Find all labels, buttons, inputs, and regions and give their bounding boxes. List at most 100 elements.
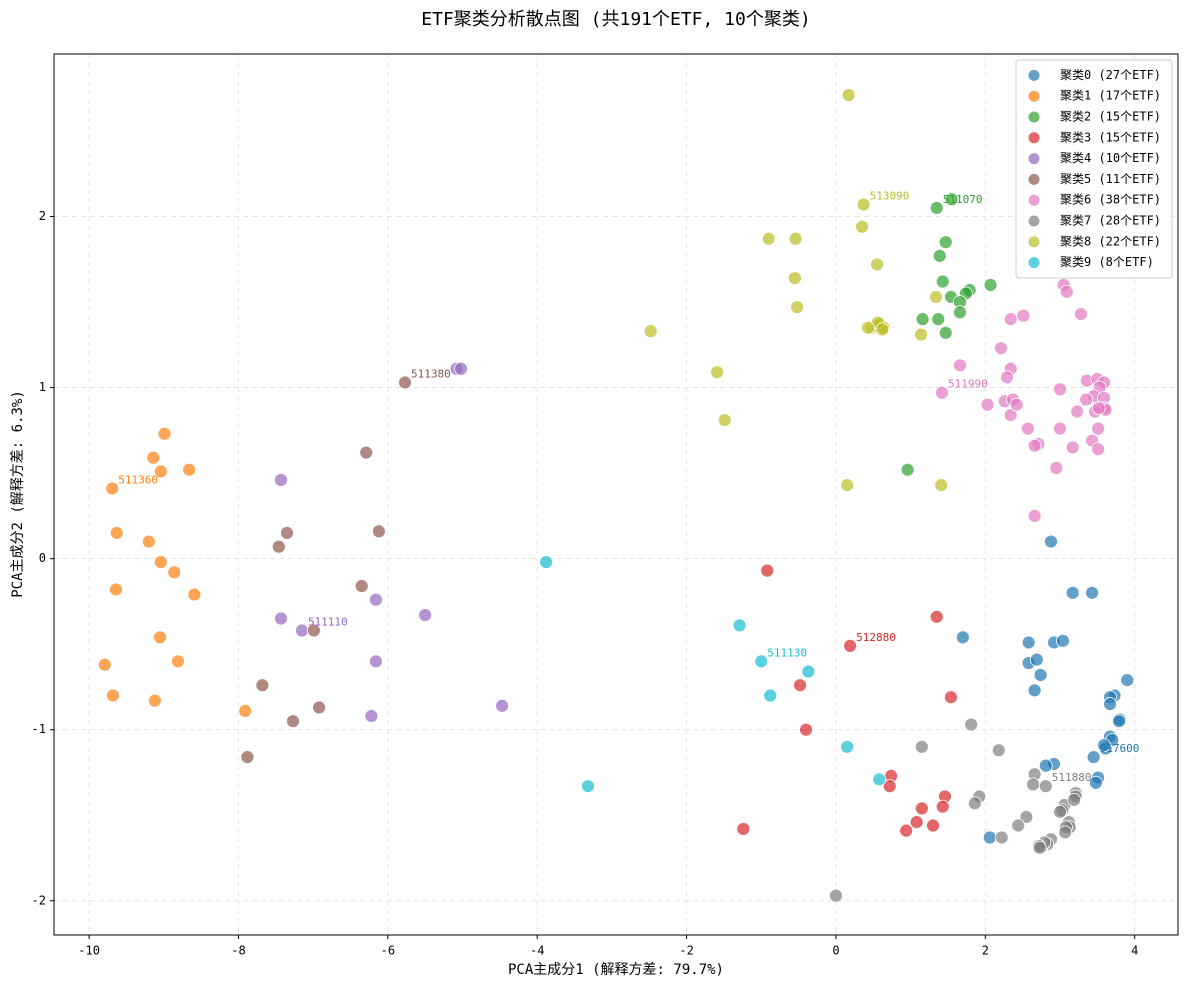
chart-title: ETF聚类分析散点图 (共191个ETF, 10个聚类) [421, 9, 810, 30]
point [141, 534, 156, 549]
point [1074, 307, 1088, 321]
point [153, 555, 168, 569]
legend-marker [1027, 172, 1041, 186]
point [539, 555, 554, 569]
point [643, 324, 658, 339]
legend-marker [1027, 193, 1041, 207]
point [495, 698, 510, 713]
point [1003, 408, 1018, 422]
point [271, 539, 286, 554]
point [929, 290, 943, 304]
x-tick-label: 0 [832, 944, 839, 958]
point [799, 722, 813, 737]
point-annotation: 511110 [308, 615, 348, 628]
point [953, 358, 967, 373]
point [909, 815, 924, 829]
point [581, 779, 595, 794]
point [1056, 633, 1070, 648]
point [182, 462, 197, 477]
point [255, 678, 270, 693]
x-tick-label: -4 [530, 944, 544, 958]
point [371, 524, 386, 539]
point-annotation: 511880 [1052, 771, 1092, 784]
point [870, 257, 884, 272]
point [1086, 750, 1101, 764]
point [1085, 585, 1100, 600]
x-tick-label: 4 [1131, 944, 1138, 958]
point [286, 714, 300, 729]
x-axis-label: PCA主成分1 (解释方差: 79.7%) [508, 962, 724, 978]
point-annotation: 511380 [411, 367, 451, 380]
point [274, 611, 288, 626]
point [1053, 382, 1067, 397]
y-axis-label: PCA主成分2 (解释方差: 6.3%) [10, 390, 26, 598]
point [914, 801, 929, 816]
point [1091, 421, 1105, 436]
legend-label: 聚类0 (27个ETF) [1060, 68, 1161, 82]
point [788, 231, 803, 246]
point [364, 709, 379, 723]
legend-marker [1027, 235, 1041, 249]
point [982, 830, 997, 845]
point [1079, 392, 1094, 407]
legend-label: 聚类7 (28个ETF) [1060, 214, 1161, 228]
point [964, 717, 979, 732]
point [953, 305, 967, 320]
point [801, 664, 816, 679]
point [1033, 668, 1048, 682]
point [882, 779, 897, 794]
point [1103, 697, 1117, 711]
point [1019, 810, 1034, 824]
point [157, 426, 172, 441]
point [1038, 779, 1053, 794]
point [956, 630, 970, 645]
point [1058, 825, 1073, 840]
point [932, 248, 947, 263]
point [899, 823, 914, 838]
point [938, 235, 953, 250]
point [1038, 758, 1053, 773]
legend-label: 聚类3 (15个ETF) [1060, 130, 1161, 144]
point [1009, 397, 1024, 412]
point [944, 192, 959, 207]
point [109, 526, 124, 540]
point-annotation: 511130 [767, 646, 807, 659]
legend-box [1015, 59, 1173, 279]
point [1053, 804, 1067, 819]
point [931, 312, 946, 327]
point [146, 450, 161, 465]
legend-marker [1027, 68, 1041, 82]
x-tick-label: -2 [679, 944, 693, 958]
point [736, 822, 751, 836]
point [929, 201, 944, 215]
point [855, 219, 869, 234]
point [368, 654, 383, 669]
x-tick-label: -10 [78, 944, 100, 958]
point [875, 322, 890, 337]
y-tick-label: -1 [32, 722, 46, 736]
point [790, 300, 805, 315]
point [274, 473, 288, 487]
legend-label: 聚类6 (38个ETF) [1060, 193, 1161, 207]
point [106, 688, 120, 703]
point [980, 397, 995, 412]
point [1027, 508, 1042, 523]
point [938, 325, 953, 340]
point [368, 592, 383, 607]
point [1016, 308, 1031, 323]
point [1027, 438, 1042, 453]
legend-marker [1027, 110, 1041, 124]
y-tick-label: 0 [39, 551, 46, 565]
point [994, 830, 1009, 845]
point [1065, 440, 1080, 455]
point [754, 654, 769, 669]
y-tick-label: 2 [39, 209, 46, 223]
point-annotation: 511990 [948, 378, 988, 391]
point [359, 445, 374, 460]
point [761, 231, 776, 246]
x-tick-label: -8 [231, 944, 245, 958]
point [935, 799, 950, 814]
point [240, 750, 255, 764]
x-tick-label: 2 [982, 944, 989, 958]
point [914, 327, 928, 342]
